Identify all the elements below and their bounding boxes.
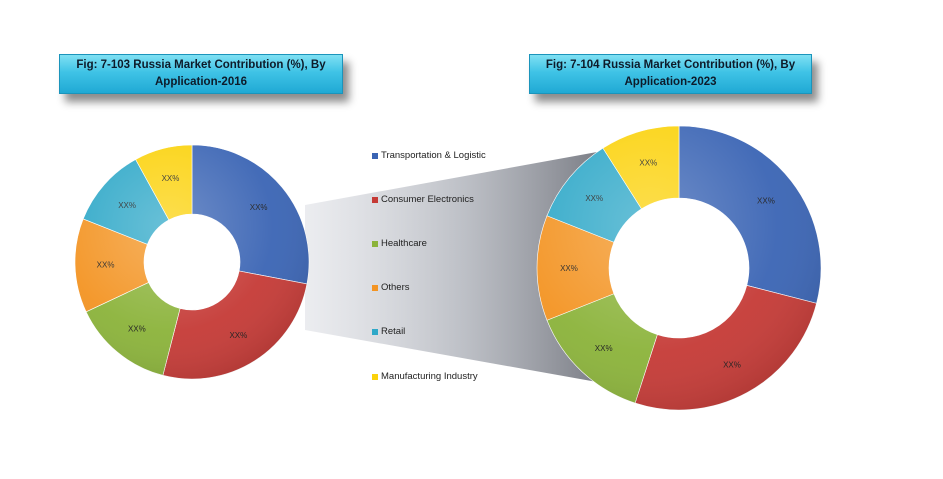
donut-2016-label-others: XX% <box>97 261 115 270</box>
legend-item-manufacturing: Manufacturing Industry <box>372 371 478 382</box>
legend-item-others: Others <box>372 282 410 293</box>
donut-2016-label-transportation: XX% <box>250 203 268 212</box>
donut-2016-label-healthcare: XX% <box>128 325 146 334</box>
donut-chart-2016: XX% XX% XX% XX% XX% XX% <box>74 144 310 380</box>
legend-label: Consumer Electronics <box>381 194 474 205</box>
legend-swatch <box>372 196 378 203</box>
legend-swatch <box>372 240 378 247</box>
legend-label: Manufacturing Industry <box>381 371 478 382</box>
donut-2023-label-transportation: XX% <box>757 197 775 206</box>
legend-item-healthcare: Healthcare <box>372 238 427 249</box>
donut-2023-slice-consumer-electronics <box>634 285 817 411</box>
connector-band <box>305 152 597 382</box>
donut-2023-label-others: XX% <box>560 264 578 273</box>
donut-2023-label-consumer-electronics: XX% <box>723 360 741 369</box>
donut-2016-slice-consumer-electronics <box>162 270 308 380</box>
donut-2023-label-healthcare: XX% <box>595 344 613 353</box>
donut-2023-label-manufacturing: XX% <box>639 158 657 167</box>
legend-label: Others <box>381 282 410 293</box>
donut-chart-2023: XX% XX% XX% XX% XX% XX% <box>536 125 822 411</box>
donut-2023-slice-transportation <box>678 125 822 304</box>
legend-swatch <box>372 328 378 335</box>
legend-label: Retail <box>381 326 406 337</box>
donut-2023-label-retail: XX% <box>585 194 603 203</box>
legend-label: Healthcare <box>381 238 427 249</box>
legend-swatch <box>372 152 378 159</box>
legend-item-consumer-electronics: Consumer Electronics <box>372 194 474 205</box>
legend-item-transportation: Transportation & Logistic <box>372 150 486 161</box>
legend-item-retail: Retail <box>372 326 405 337</box>
legend-swatch <box>372 373 378 380</box>
donut-2016-label-manufacturing: XX% <box>162 174 180 183</box>
donut-2016-label-consumer-electronics: XX% <box>229 331 247 340</box>
legend-swatch <box>372 284 378 291</box>
donut-2016-label-retail: XX% <box>118 201 136 210</box>
legend-label: Transportation & Logistic <box>381 150 486 161</box>
chart-title-2016: Fig: 7-103 Russia Market Contribution (%… <box>59 54 343 94</box>
donut-2016-slice-transportation <box>191 144 310 285</box>
chart-title-2023: Fig: 7-104 Russia Market Contribution (%… <box>529 54 812 94</box>
